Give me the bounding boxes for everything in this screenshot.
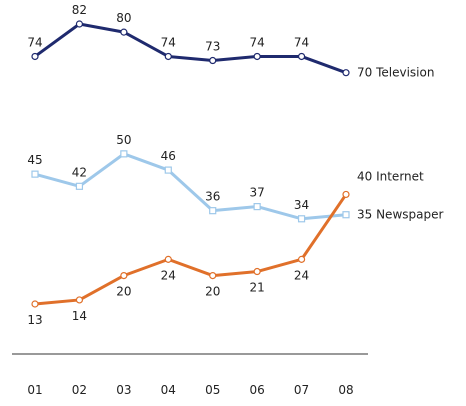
series-television: 74 82 80 74 73 74 74 70 Television <box>27 3 434 80</box>
data-point-television <box>164 52 172 61</box>
data-label-television: 73 <box>205 40 220 54</box>
x-tick-label: 05 <box>205 383 220 397</box>
data-point-television <box>120 28 128 36</box>
data-point-internet <box>342 190 350 199</box>
data-label-newspaper: 50 <box>116 133 131 147</box>
x-tick-label: 03 <box>116 383 131 397</box>
data-label-television: 82 <box>72 3 87 17</box>
data-point-internet <box>164 255 172 263</box>
data-label-internet: 14 <box>72 309 87 323</box>
end-label-internet: 40 Internet <box>357 169 424 183</box>
data-point-internet <box>120 271 128 280</box>
data-label-television: 74 <box>294 35 309 49</box>
data-point-television <box>75 20 84 28</box>
data-point-newspaper <box>209 207 217 215</box>
x-tick-label: 02 <box>72 383 87 397</box>
data-point-internet <box>31 300 39 308</box>
data-label-newspaper: 45 <box>27 153 42 167</box>
end-label-newspaper: 35 Newspaper <box>357 208 443 222</box>
data-point-newspaper <box>75 182 84 190</box>
series-line-newspaper <box>34 152 347 221</box>
data-label-television: 74 <box>250 35 265 49</box>
data-point-internet <box>209 271 217 280</box>
x-tick-label: 01 <box>27 383 42 397</box>
data-label-newspaper: 37 <box>250 186 265 200</box>
data-point-newspaper <box>120 150 128 158</box>
x-tick-label: 07 <box>294 383 309 397</box>
data-label-newspaper: 34 <box>294 198 309 212</box>
data-label-internet: 24 <box>161 268 176 282</box>
data-label-internet: 13 <box>27 313 42 327</box>
data-point-newspaper <box>297 215 306 223</box>
data-label-television: 74 <box>27 35 42 49</box>
data-label-internet: 24 <box>294 268 309 282</box>
data-label-newspaper: 36 <box>205 190 220 204</box>
series-line-television <box>34 22 347 75</box>
data-label-newspaper: 42 <box>72 165 87 179</box>
data-point-internet <box>75 296 84 304</box>
series-line-internet <box>34 193 348 306</box>
x-tick-labels: 01 02 03 04 05 06 07 08 <box>27 383 353 397</box>
data-point-television <box>253 52 261 61</box>
data-label-internet: 20 <box>116 285 131 299</box>
data-point-newspaper <box>164 166 172 174</box>
data-label-internet: 20 <box>205 285 220 299</box>
data-point-television <box>31 52 39 61</box>
series-internet: 13 14 20 24 20 21 24 40 Internet <box>27 169 424 327</box>
data-point-television <box>342 69 350 77</box>
x-tick-label: 04 <box>161 383 176 397</box>
series-layer: 74 82 80 74 73 74 74 70 Television 45 42 50 46 36 37 3… <box>27 3 443 327</box>
data-point-newspaper <box>31 170 39 178</box>
data-label-newspaper: 46 <box>161 149 176 163</box>
data-point-newspaper <box>253 203 261 211</box>
series-newspaper: 45 42 50 46 36 37 34 35 Newspaper <box>27 133 443 223</box>
end-label-television: 70 Television <box>357 66 434 80</box>
x-tick-label: 08 <box>338 383 353 397</box>
data-label-internet: 21 <box>250 281 265 295</box>
data-point-newspaper <box>342 211 350 219</box>
data-point-television <box>209 56 217 65</box>
data-point-internet <box>253 267 261 276</box>
data-point-television <box>297 52 306 61</box>
data-label-television: 74 <box>161 35 176 49</box>
data-point-internet <box>297 255 306 263</box>
x-tick-label: 06 <box>250 383 265 397</box>
data-label-television: 80 <box>116 11 131 25</box>
